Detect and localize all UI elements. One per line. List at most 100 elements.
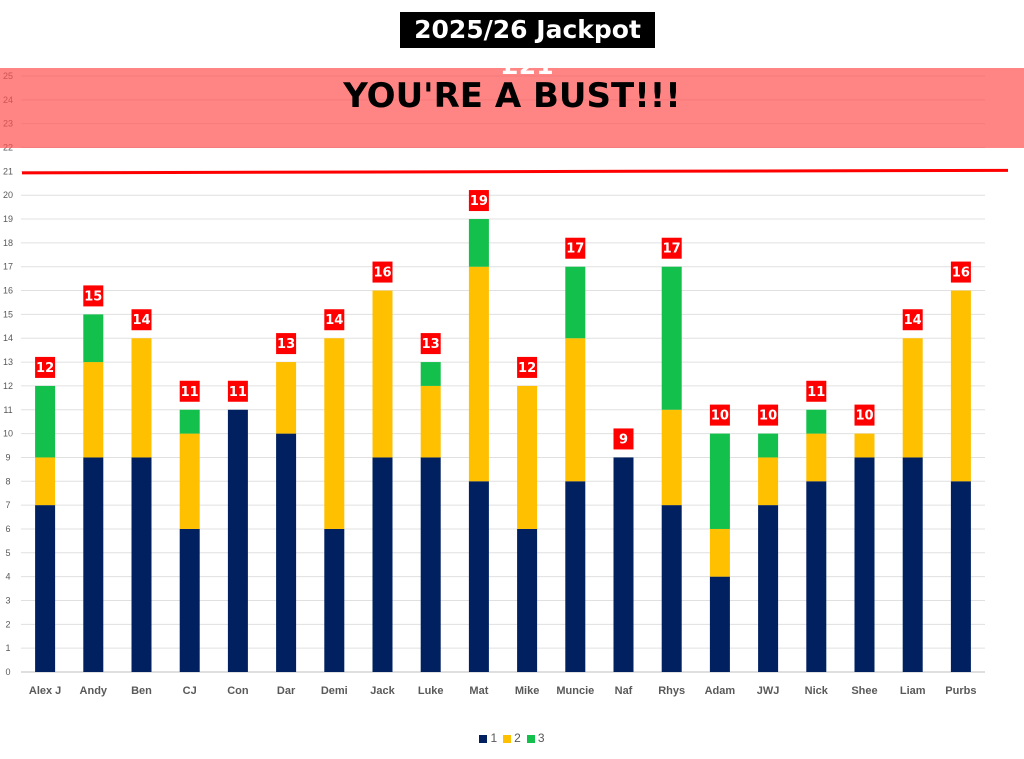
y-tick-label: 4 xyxy=(5,572,10,582)
legend-label: 3 xyxy=(537,731,545,745)
x-tick-label: Luke xyxy=(418,685,444,697)
x-tick-label: Muncie xyxy=(556,685,594,697)
data-label-box xyxy=(565,237,586,259)
bar-segment-2 xyxy=(517,385,538,529)
bar-segment-1 xyxy=(902,457,923,672)
bar-segment-2 xyxy=(709,528,730,577)
x-tick-label: Ben xyxy=(131,685,152,697)
bar-segment-1 xyxy=(276,433,297,672)
data-label: 12 xyxy=(36,361,54,376)
x-tick-label: Shee xyxy=(851,685,877,697)
data-label-box xyxy=(179,380,200,402)
data-label-box xyxy=(131,309,152,331)
y-tick-label: 18 xyxy=(3,238,13,248)
data-label-box xyxy=(227,380,248,402)
bar-segment-3 xyxy=(565,266,586,339)
data-label: 13 xyxy=(277,337,295,352)
data-label-box xyxy=(806,380,827,402)
data-label-box xyxy=(83,285,104,307)
bust-zone xyxy=(0,68,1024,148)
y-tick-label: 5 xyxy=(5,548,10,558)
data-label-box xyxy=(276,333,297,355)
y-tick-label: 15 xyxy=(3,309,13,319)
bar-segment-3 xyxy=(83,314,104,363)
legend-label: 2 xyxy=(514,731,521,745)
data-label: 11 xyxy=(229,385,247,400)
data-label: 10 xyxy=(711,409,729,424)
data-label-box xyxy=(613,428,634,450)
bar-segment-2 xyxy=(854,433,875,458)
y-tick-label: 6 xyxy=(5,524,10,534)
bar-segment-2 xyxy=(35,457,56,506)
jackpot-line xyxy=(21,168,1009,175)
data-label-box xyxy=(35,356,56,378)
bar-segment-1 xyxy=(758,505,779,672)
data-label: 14 xyxy=(904,313,922,328)
y-tick-label: 21 xyxy=(3,166,13,176)
bar-segment-1 xyxy=(468,481,489,672)
bar-segment-3 xyxy=(179,409,200,434)
bar-segment-1 xyxy=(854,457,875,672)
data-label: 10 xyxy=(855,409,873,424)
y-tick-label: 2 xyxy=(5,619,10,629)
x-tick-label: Jack xyxy=(370,685,395,697)
data-label-box xyxy=(517,356,538,378)
data-label: 14 xyxy=(325,313,343,328)
bar-segment-2 xyxy=(661,409,682,506)
y-tick-label: 7 xyxy=(5,500,10,510)
legend-swatch xyxy=(526,734,535,743)
x-tick-label: Nick xyxy=(805,685,829,697)
x-tick-label: Purbs xyxy=(945,685,976,697)
bar-segment-3 xyxy=(806,409,827,434)
bar-segment-1 xyxy=(806,481,827,672)
data-label-box xyxy=(661,237,682,259)
data-label: 12 xyxy=(518,361,536,376)
bar-segment-1 xyxy=(661,505,682,672)
y-tick-label: 14 xyxy=(3,333,13,343)
legend-swatch xyxy=(479,734,488,743)
data-label: 9 xyxy=(619,432,628,447)
data-label: 14 xyxy=(132,313,150,328)
data-label-box xyxy=(324,309,345,331)
data-label: 17 xyxy=(663,242,681,257)
data-label: 13 xyxy=(422,337,440,352)
legend-item: 1 xyxy=(479,731,497,745)
x-tick-label: Demi xyxy=(321,685,348,697)
bar-segment-2 xyxy=(565,338,586,482)
bar-segment-2 xyxy=(806,433,827,482)
data-label: 19 xyxy=(470,194,488,209)
x-tick-label: Adam xyxy=(705,685,736,697)
legend-swatch xyxy=(503,734,512,743)
bar-segment-2 xyxy=(902,338,923,458)
bar-segment-1 xyxy=(324,528,345,672)
y-tick-label: 16 xyxy=(3,286,13,296)
x-tick-label: Mike xyxy=(515,685,539,697)
data-label: 11 xyxy=(181,385,199,400)
data-label: 16 xyxy=(952,266,970,281)
bar-segment-2 xyxy=(372,290,393,458)
data-label-box xyxy=(468,190,489,212)
bar-segment-1 xyxy=(131,457,152,672)
x-tick-label: Rhys xyxy=(658,685,685,697)
y-tick-label: 1 xyxy=(5,643,10,653)
legend: 1 2 3 xyxy=(0,731,1024,745)
bar-segment-3 xyxy=(468,219,489,267)
bar-segment-1 xyxy=(565,481,586,672)
data-label: 15 xyxy=(84,289,102,304)
x-tick-label: CJ xyxy=(183,685,197,697)
bar-segment-2 xyxy=(420,385,441,458)
x-tick-label: JWJ xyxy=(757,685,780,697)
y-tick-label: 9 xyxy=(5,452,10,462)
x-tick-label: Liam xyxy=(900,685,926,697)
bar-segment-3 xyxy=(661,266,682,410)
x-tick-label: Dar xyxy=(277,685,296,697)
bar-segment-3 xyxy=(758,433,779,458)
y-tick-label: 13 xyxy=(3,357,13,367)
bar-segment-1 xyxy=(950,481,971,672)
bar-segment-1 xyxy=(227,409,248,672)
data-label: 10 xyxy=(759,409,777,424)
legend-label: 1 xyxy=(490,731,498,745)
bar-segment-2 xyxy=(179,433,200,529)
x-tick-label: Andy xyxy=(80,685,108,697)
